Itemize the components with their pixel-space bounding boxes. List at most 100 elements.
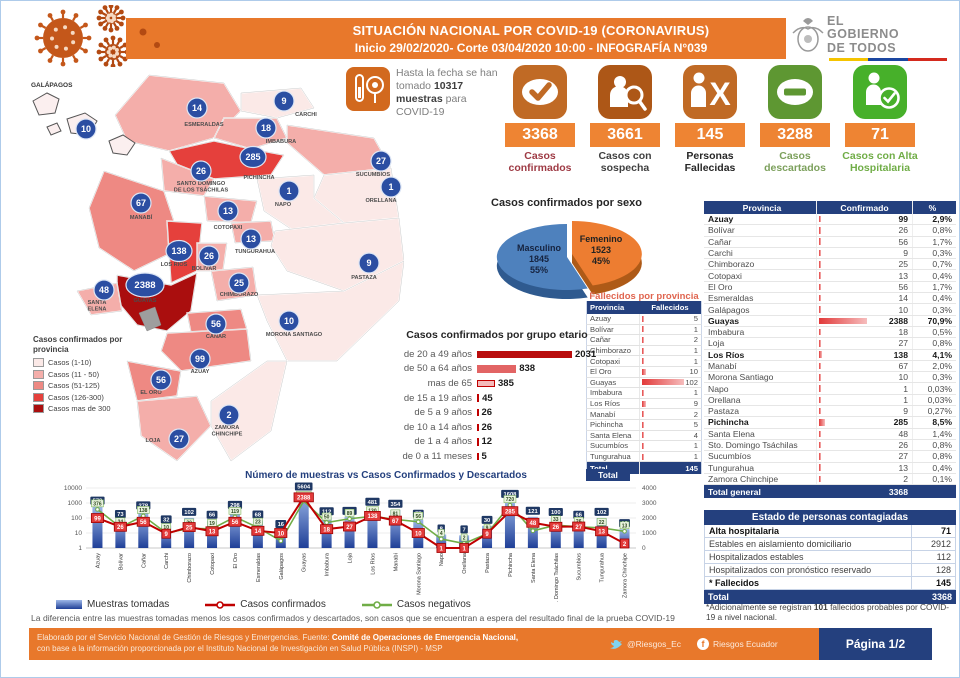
footer-social: @Riesgos_Ec f Riesgos Ecuador [609, 638, 778, 650]
combo-chart-legend: Muestras tomadas Casos confirmados Casos n… [56, 599, 616, 610]
confirmados-value: 14 [255, 529, 262, 535]
samples-value: 1608 [504, 492, 518, 498]
case-count-badge [240, 228, 262, 250]
age-bar-row: de 10 a 14 años 26 [397, 420, 597, 435]
left-axis-tick: 1 [78, 545, 82, 552]
x-axis-label: Azuay [95, 553, 101, 569]
samples-value: 16 [278, 522, 285, 528]
age-bar [477, 365, 517, 373]
map-legend-item: Casos (11 - 50) [33, 369, 151, 379]
logo-line1: EL [827, 14, 844, 29]
age-bar-row: de 15 a 19 años 45 [397, 391, 597, 406]
facebook-handle: f Riesgos Ecuador [696, 638, 778, 650]
samples-value: 68 [255, 513, 262, 519]
case-count-badge [150, 369, 172, 391]
case-count-badge [125, 272, 165, 298]
x-axis-label: Morona Santiago [416, 553, 422, 595]
table-row: Chimborazo 1 [586, 345, 702, 357]
samples-value: 66 [209, 513, 216, 519]
province-label: TUNGURAHUA [235, 249, 275, 255]
samples-value: 298 [230, 503, 240, 509]
confirmados-value: 99 [94, 516, 101, 522]
x-axis-label: Napo [439, 553, 445, 566]
estado-table-title: Estado de personas contagiadas [704, 510, 956, 525]
table-row: Santa Elena 48 1,4% [704, 428, 956, 440]
table-row: Hospitalizados con pronóstico reservado 1… [704, 564, 956, 577]
right-axis-tick: 4000 [642, 485, 657, 492]
samples-value: 481 [368, 500, 378, 506]
case-count-value: 26 [204, 251, 214, 261]
stat-value: 145 [675, 123, 745, 147]
table-row: Tungurahua 1 [586, 451, 702, 463]
confirmados-value: 13 [209, 530, 216, 536]
table-row: Bolívar 26 0,8% [704, 225, 956, 237]
virus-dots-icon [139, 28, 160, 48]
samples-value: 121 [528, 509, 538, 515]
table-row: Pichincha 5 [586, 419, 702, 431]
samples-value: 66 [575, 513, 582, 519]
province-label: CARCHI [295, 112, 317, 118]
samples-value: 100 [551, 510, 561, 516]
case-count-badge [273, 90, 295, 112]
province-label: CAÑAR [206, 333, 226, 340]
ecuador-flag-stripe [829, 58, 947, 61]
table-row: * Fallecidos 145 [704, 577, 956, 590]
table-row: Imbabura 18 0,5% [704, 326, 956, 339]
case-count-value: 27 [174, 434, 184, 444]
case-count-value: 9 [281, 96, 286, 106]
galapagos-label: GALÁPAGOS [31, 80, 73, 89]
stat-label: Personas Fallecidas [684, 150, 736, 175]
case-count-badge [380, 176, 402, 198]
samples-value: 7 [463, 527, 466, 533]
confirmados-value: 26 [552, 525, 559, 531]
logo-line2: GOBIERNO [827, 27, 900, 42]
gulf-islands [138, 306, 162, 332]
map-legend-item: Casos mas de 300 [33, 404, 151, 414]
galapagos-islands [46, 122, 62, 136]
case-count-value: 27 [376, 156, 386, 166]
age-category: de 5 a 9 años [414, 407, 472, 419]
table-row: Cotopaxi 13 0,4% [704, 270, 956, 282]
samples-value: 102 [184, 510, 194, 516]
x-axis-label: Pastaza [485, 552, 491, 573]
stat-card-sospecha: 3661 Casos con sospecha [586, 65, 664, 174]
province-label: BOLÍVAR [192, 264, 217, 272]
province-label: MORONA SANTIAGO [266, 332, 323, 338]
case-count-value: 2388 [134, 280, 155, 291]
legend-swatch [33, 358, 44, 368]
samples-value: 354 [391, 502, 401, 508]
age-value: 26 [481, 421, 493, 433]
confirmados-value: 26 [117, 525, 124, 531]
province-label: PASTAZA [351, 275, 377, 281]
samples-bar [229, 510, 240, 548]
negativos-value: 19 [209, 521, 215, 527]
table-row: Alta hospitalaria 71 [704, 525, 956, 538]
right-axis-tick: 1000 [642, 530, 657, 537]
stat-value: 3661 [590, 123, 660, 147]
case-count-value: 14 [192, 103, 202, 113]
x-axis-label: Sto. Domingo Tsáchilas [554, 553, 560, 602]
age-bar-row: mas de 65 385 [397, 376, 597, 391]
age-category: de 0 a 11 meses [402, 450, 472, 462]
footer-credits: Elaborado por el Servicio Nacional de Ge… [37, 633, 519, 653]
left-axis-tick: 10 [75, 530, 83, 537]
table-row: Estables en aislamiento domiciliario 2912 [704, 538, 956, 551]
twitter-handle: @Riesgos_Ec [609, 639, 681, 650]
logo-line3: DE TODOS [827, 40, 897, 55]
fallecidos-table-title: Fallecidos por provincia [589, 291, 699, 302]
case-count-value: 67 [136, 198, 146, 208]
negativos-value: 56 [416, 514, 422, 520]
x-axis-label: Loja [348, 552, 354, 563]
footer-bar: Elaborado por el Servicio Nacional de Ge… [29, 628, 819, 660]
legend-confirmados: Casos confirmados [205, 599, 326, 610]
case-count-badge [255, 117, 277, 139]
table-row: Guayas 102 [586, 377, 702, 389]
table-row: Loja 27 0,8% [704, 338, 956, 350]
age-bar-row: de 50 a 64 años 838 [397, 362, 597, 377]
province-label: MANABÍ [130, 213, 153, 221]
legend-label: Casos (126-300) [48, 392, 104, 402]
stat-label: Casos con Alta Hospitalaria [842, 150, 918, 175]
stat-value: 3288 [760, 123, 830, 147]
bar-swatch [56, 600, 82, 609]
age-bar [477, 423, 479, 432]
